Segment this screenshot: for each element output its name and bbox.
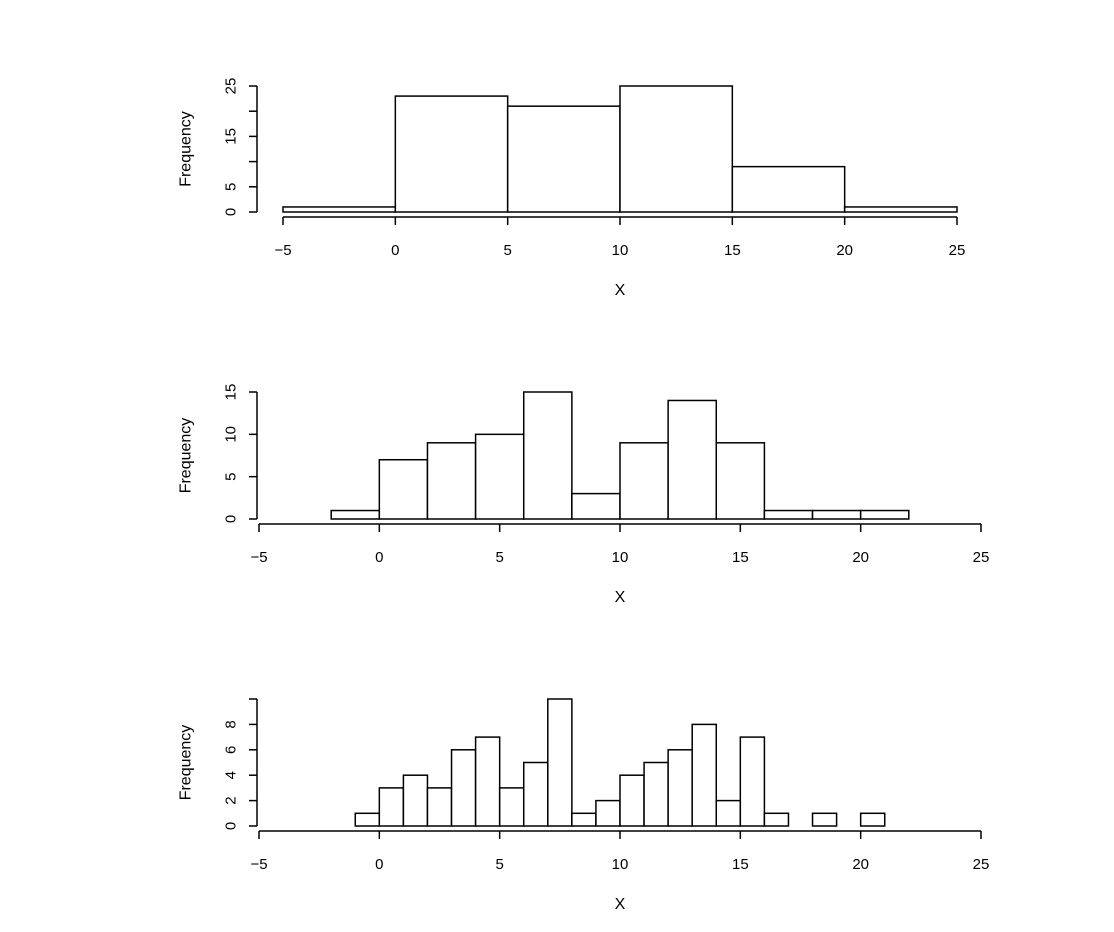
histogram-bar xyxy=(619,442,669,520)
histogram-bar xyxy=(330,509,381,520)
x-tick-label: 0 xyxy=(375,856,383,873)
histogram-bar xyxy=(843,206,958,213)
histogram-bar xyxy=(282,206,397,213)
x-tick-label: 20 xyxy=(852,549,869,566)
histogram-bar xyxy=(498,787,525,827)
x-tick-label: 20 xyxy=(852,856,869,873)
histogram-bar xyxy=(859,812,886,827)
y-axis-title: Frequency xyxy=(178,418,195,494)
x-axis-title: X xyxy=(615,896,626,913)
histogram-bar xyxy=(378,787,405,827)
histogram-panel-3: −5 0 5 10 15 20 25 0 2 4 6 8 X Frequency xyxy=(178,698,990,913)
y-tick-label: 5 xyxy=(223,183,240,191)
x-tick-label: 15 xyxy=(732,856,749,873)
histogram-bar xyxy=(811,812,838,827)
histogram-bar xyxy=(859,509,910,520)
x-axis-title: X xyxy=(615,282,626,299)
y-tick-label: 0 xyxy=(223,822,240,830)
x-tick-label: 5 xyxy=(495,549,503,566)
x-tick-label: 5 xyxy=(503,242,511,259)
histogram-bar xyxy=(571,492,621,520)
x-tick-label: 25 xyxy=(949,242,966,259)
histogram-bar xyxy=(426,442,477,520)
histogram-bar xyxy=(506,105,621,213)
x-tick-label: 10 xyxy=(612,856,629,873)
histogram-bar xyxy=(643,761,669,827)
y-tick-label: 4 xyxy=(223,771,240,779)
histogram-bar xyxy=(691,723,718,827)
x-tick-label: −5 xyxy=(250,549,267,566)
histogram-bar xyxy=(571,812,597,827)
histogram-bar xyxy=(731,165,846,213)
y-tick-label: 0 xyxy=(223,208,240,216)
histogram-bar xyxy=(547,698,573,827)
histogram-bar xyxy=(354,812,381,827)
y-tick-label: 2 xyxy=(223,796,240,804)
x-tick-label: 5 xyxy=(495,856,503,873)
histogram-bar xyxy=(426,787,453,827)
histogram-bar xyxy=(619,85,734,213)
histogram-bar xyxy=(394,95,509,213)
y-tick-label: 8 xyxy=(223,720,240,728)
histogram-bar xyxy=(474,433,525,520)
x-tick-label: 15 xyxy=(724,242,741,259)
x-tick-label: 25 xyxy=(973,856,990,873)
histogram-panel-1: −5 0 5 10 15 20 25 0 5 15 25 X Frequency xyxy=(178,78,966,299)
y-tick-label: 5 xyxy=(223,472,240,480)
histogram-bar xyxy=(763,509,814,520)
x-tick-label: 25 xyxy=(973,549,990,566)
histogram-bar xyxy=(811,509,862,520)
histogram-bar xyxy=(522,761,549,827)
histogram-bar xyxy=(715,442,766,520)
y-axis-title: Frequency xyxy=(178,725,195,801)
histogram-bar xyxy=(402,774,429,827)
histogram-bar xyxy=(739,736,766,827)
x-tick-label: −5 xyxy=(274,242,291,259)
y-tick-label: 15 xyxy=(223,384,240,401)
histogram-bar xyxy=(474,736,501,827)
y-tick-label: 10 xyxy=(223,426,240,443)
x-tick-label: 20 xyxy=(836,242,853,259)
histogram-bar xyxy=(450,749,477,827)
y-tick-label: 25 xyxy=(223,78,240,95)
y-tick-label: 15 xyxy=(223,128,240,145)
x-tick-label: 10 xyxy=(612,242,629,259)
x-tick-label: −5 xyxy=(250,856,267,873)
histogram-bar xyxy=(667,749,693,827)
y-tick-label: 0 xyxy=(223,515,240,523)
histogram-panel-2: −5 0 5 10 15 20 25 0 5 10 15 X Frequency xyxy=(178,384,990,606)
histogram-bar xyxy=(619,774,645,827)
histogram-bar xyxy=(763,812,790,827)
y-tick-label: 6 xyxy=(223,746,240,754)
histogram-bar xyxy=(667,399,718,520)
histogram-bar xyxy=(378,458,429,520)
y-axis-title: Frequency xyxy=(178,111,195,187)
x-axis-title: X xyxy=(615,589,626,606)
histogram-bar xyxy=(715,799,742,827)
x-tick-label: 0 xyxy=(391,242,399,259)
x-tick-label: 15 xyxy=(732,549,749,566)
histogram-bar xyxy=(522,391,573,520)
histogram-bar xyxy=(595,799,621,827)
x-tick-label: 0 xyxy=(375,549,383,566)
x-tick-label: 10 xyxy=(612,549,629,566)
